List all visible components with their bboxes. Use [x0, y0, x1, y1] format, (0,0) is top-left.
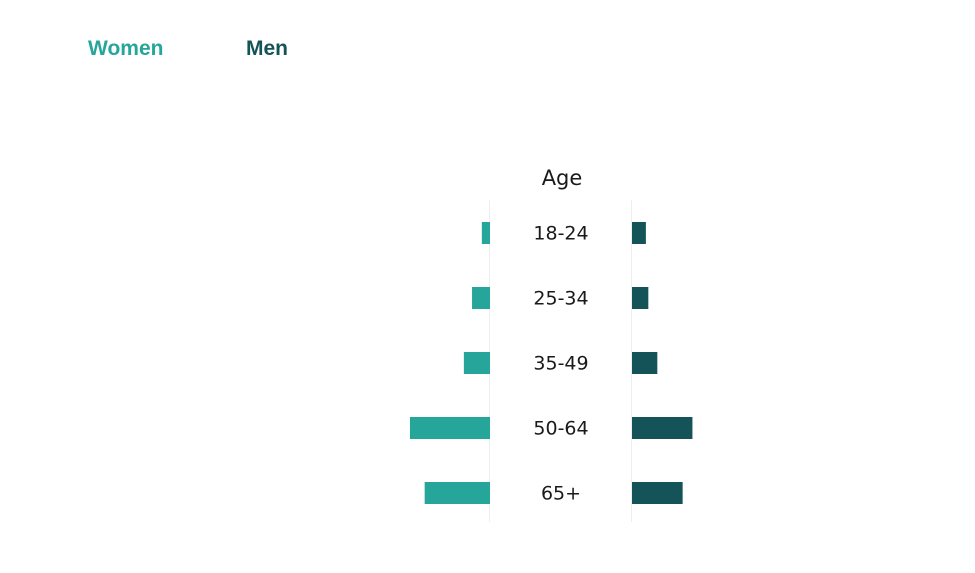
category-labels: 18-24 25-34 35-49 50-64 65+ [533, 223, 588, 505]
bar-women-35-49 [463, 352, 490, 374]
category-label-35-49: 35-49 [533, 353, 588, 375]
age-axis-title: Age [542, 166, 583, 190]
bar-men-50-64 [632, 417, 693, 439]
category-label-50-64: 50-64 [533, 418, 588, 440]
bar-women-65+ [424, 482, 490, 504]
bars [409, 222, 693, 504]
legend-women: Women [88, 37, 163, 60]
bar-women-50-64 [409, 417, 490, 439]
bar-men-65+ [632, 482, 683, 504]
bar-women-18-24 [481, 222, 490, 244]
category-label-18-24: 18-24 [533, 223, 588, 245]
bar-women-25-34 [472, 287, 490, 309]
bar-men-18-24 [632, 222, 646, 244]
category-label-65+: 65+ [541, 483, 581, 505]
legend: Women Men [88, 37, 288, 60]
bar-men-25-34 [632, 287, 649, 309]
legend-men: Men [246, 37, 288, 60]
bar-men-35-49 [632, 352, 658, 374]
category-label-25-34: 25-34 [533, 288, 588, 310]
